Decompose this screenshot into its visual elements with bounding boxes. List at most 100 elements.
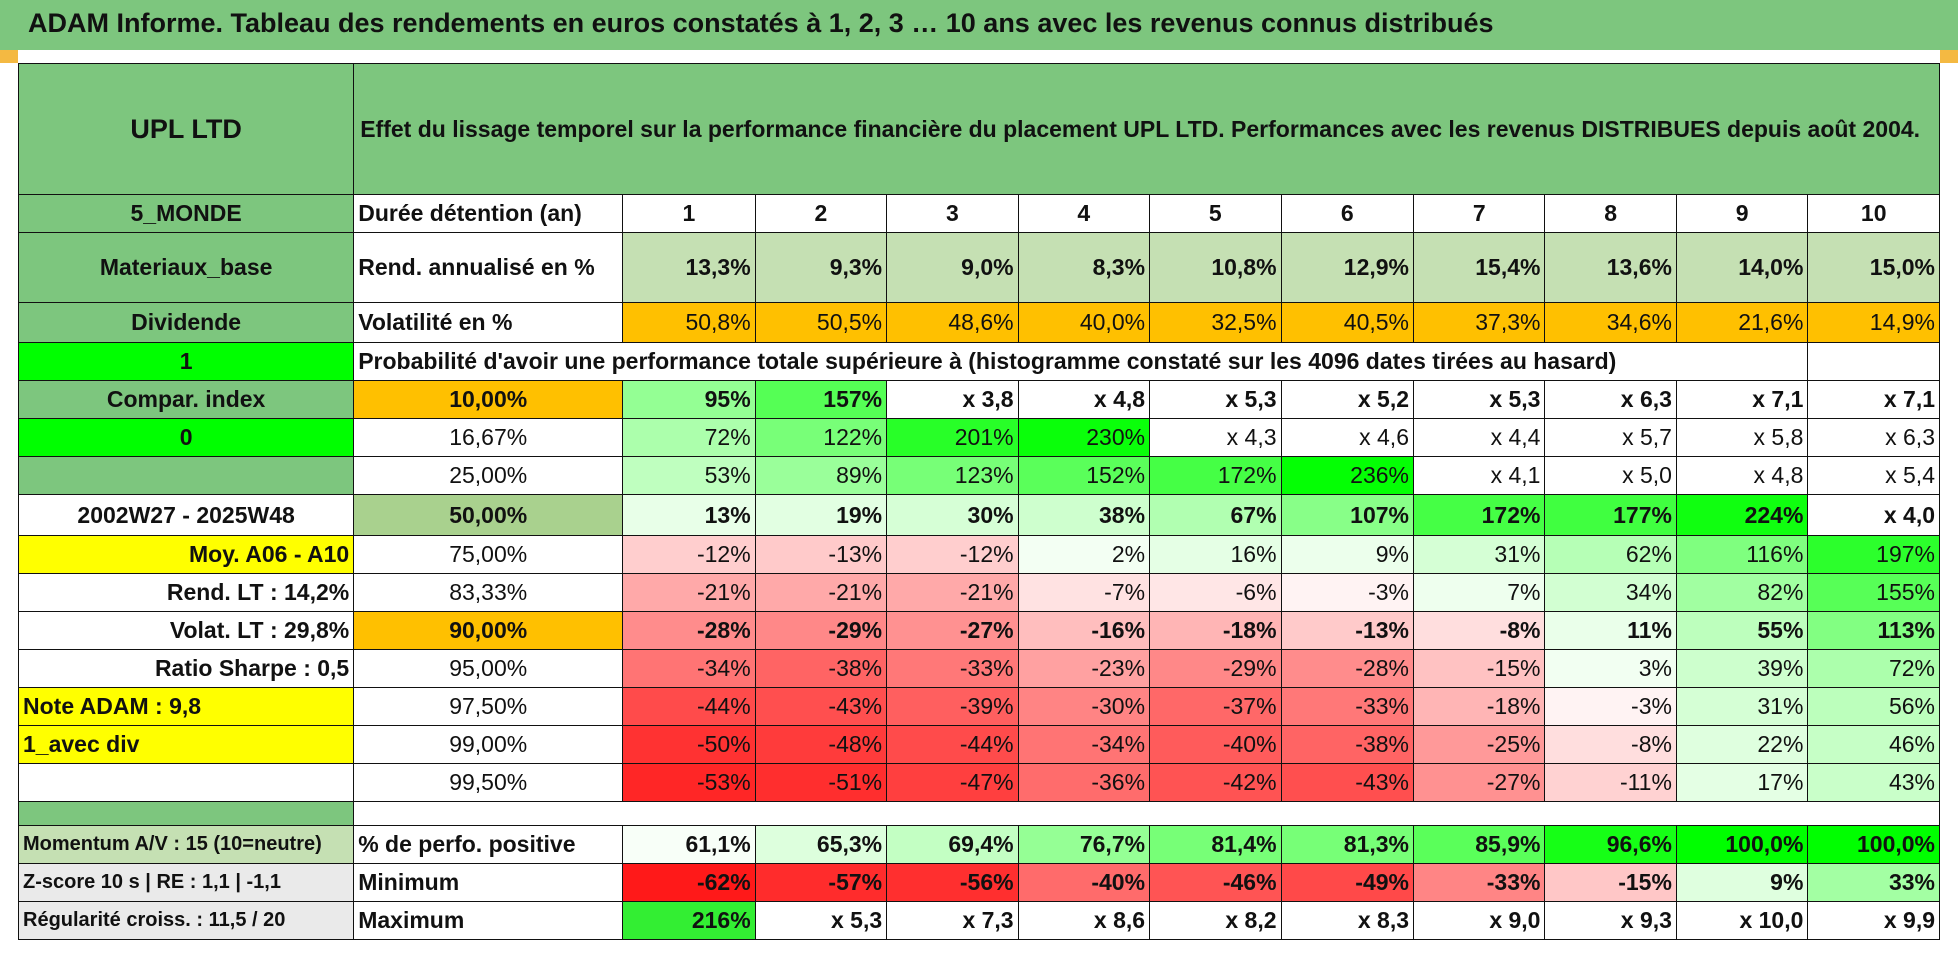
vol-value: 34,6% [1544, 302, 1677, 343]
prob-row: 25,00% 53% 89% 123% 152% 172% 236% x 4,1 x 5,0 x … [17, 456, 1940, 495]
prob-value: -12% [622, 535, 756, 574]
prob-value: 152% [1017, 456, 1151, 495]
stat-value: x 8,2 [1149, 901, 1282, 940]
prob-value: 107% [1280, 494, 1415, 536]
stat-value: 69,4% [886, 825, 1019, 864]
prob-value: 122% [754, 418, 888, 457]
stat-value: 96,6% [1544, 825, 1677, 864]
stat-value: -46% [1149, 863, 1282, 902]
prob-value: -37% [1149, 687, 1282, 726]
prob-value: -13% [754, 535, 888, 574]
prob-row: Volat. LT : 29,8% 90,00% -28% -29% -27% -16% -… [17, 611, 1940, 650]
prob-value: x 5,8 [1675, 418, 1809, 457]
prob-threshold: 10,00% [353, 380, 624, 419]
prob-value: -36% [1017, 763, 1151, 802]
stats-row: Momentum A/V : 15 (10=neutre)% de perfo.… [17, 825, 1940, 864]
prob-value: 155% [1807, 573, 1940, 612]
prob-value: 123% [886, 456, 1019, 495]
prob-value: 82% [1675, 573, 1809, 612]
div-label: 1_avec div [17, 725, 355, 764]
prob-row: 0 16,67% 72% 122% 201% 230% x 4,3 x 4,6 x 4,4 x 5… [17, 418, 1940, 457]
prob-value: 172% [1149, 456, 1282, 495]
prob-value: x 7,1 [1807, 380, 1940, 419]
prob-value: 95% [622, 380, 756, 419]
year-header: 8 [1544, 194, 1677, 233]
rend-value: 10,8% [1149, 232, 1282, 303]
prob-value: -7% [1017, 573, 1151, 612]
prob-value: -44% [622, 687, 756, 726]
year-header: 1 [622, 194, 756, 233]
stat-value: -49% [1280, 863, 1415, 902]
rend-value: 15,4% [1412, 232, 1546, 303]
prob-value: x 4,6 [1280, 418, 1415, 457]
stat-value: x 9,3 [1544, 901, 1677, 940]
stat-note: Momentum A/V : 15 (10=neutre) [17, 825, 355, 864]
header-row: UPL LTD Effet du lissage temporel sur la … [17, 63, 1940, 195]
duree-label: Durée détention (an) [353, 194, 624, 233]
prob-value: -25% [1412, 725, 1546, 764]
prob-value: x 6,3 [1544, 380, 1677, 419]
stat-value: 85,9% [1412, 825, 1546, 864]
prob-value: -34% [1017, 725, 1151, 764]
prob-value: -15% [1412, 649, 1546, 688]
prob-value: x 6,3 [1807, 418, 1940, 457]
prob-value: -3% [1544, 687, 1677, 726]
prob-value: 31% [1412, 535, 1546, 574]
stat-value: 33% [1807, 863, 1940, 902]
compar-label: Compar. index [17, 380, 355, 419]
prob-value: 30% [886, 494, 1019, 536]
separator-green [17, 801, 355, 826]
prob-value: 67% [1149, 494, 1282, 536]
prob-row: 1_avec div 99,00% -50% -48% -44% -34% -40% -38%… [17, 725, 1940, 764]
stat-value: x 8,3 [1280, 901, 1415, 940]
prob-value: 22% [1675, 725, 1809, 764]
stat-value: -57% [754, 863, 888, 902]
stat-value: -15% [1544, 863, 1677, 902]
prob-row: Note ADAM : 9,8 97,50% -44% -43% -39% -30% -37… [17, 687, 1940, 726]
prob-value: -6% [1149, 573, 1282, 612]
returns-table: UPL LTD Effet du lissage temporel sur la … [17, 63, 1940, 940]
prob-value: 89% [754, 456, 888, 495]
prob-value: 2% [1017, 535, 1151, 574]
vol-value: 40,5% [1280, 302, 1415, 343]
prob-value: -30% [1017, 687, 1151, 726]
prob-value: x 5,2 [1280, 380, 1415, 419]
years-row: 5_MONDE Durée détention (an) 1 2 3 4 5 6 7 8 9 10 [17, 194, 1940, 233]
prob-row: Ratio Sharpe : 0,5 95,00% -34% -38% -33% -23%… [17, 649, 1940, 688]
prob-value: -40% [1149, 725, 1282, 764]
stat-value: 65,3% [754, 825, 888, 864]
year-header: 10 [1807, 194, 1940, 233]
prob-value: x 5,3 [1412, 380, 1546, 419]
prob-value: 16% [1149, 535, 1282, 574]
prob-row: Moy. A06 - A10 75,00% -12% -13% -12% 2% 16% 9% 3… [17, 535, 1940, 574]
prob-value: 53% [622, 456, 756, 495]
stat-value: 81,4% [1149, 825, 1282, 864]
prob-value: 62% [1544, 535, 1677, 574]
prob-value: 7% [1412, 573, 1546, 612]
prob-value: 17% [1675, 763, 1809, 802]
period-label: 2002W27 - 2025W48 [17, 494, 355, 536]
prob-value: 157% [754, 380, 888, 419]
title-bar: ADAM Informe. Tableau des rendements en … [0, 0, 1958, 50]
year-header: 4 [1017, 194, 1151, 233]
vol-value: 50,5% [754, 302, 888, 343]
prob-value: x 4,8 [1017, 380, 1151, 419]
type-label: Dividende [17, 302, 355, 343]
prob-value: -21% [754, 573, 888, 612]
prob-value: 34% [1544, 573, 1677, 612]
prob-value: 46% [1807, 725, 1940, 764]
prob-value: -47% [886, 763, 1019, 802]
prob-value: 72% [1807, 649, 1940, 688]
vol-label: Volatilité en % [353, 302, 624, 343]
prob-value: x 5,7 [1544, 418, 1677, 457]
prob-threshold: 25,00% [353, 456, 624, 495]
prob-value: -18% [1412, 687, 1546, 726]
prob-value: -43% [1280, 763, 1415, 802]
prob-value: 172% [1412, 494, 1546, 536]
rend-lt-label: Rend. LT : 14,2% [17, 573, 355, 612]
flag-0: 0 [17, 418, 355, 457]
vol-value: 48,6% [886, 302, 1019, 343]
prob-value: -27% [886, 611, 1019, 650]
vol-value: 37,3% [1412, 302, 1546, 343]
prob-value: -23% [1017, 649, 1151, 688]
